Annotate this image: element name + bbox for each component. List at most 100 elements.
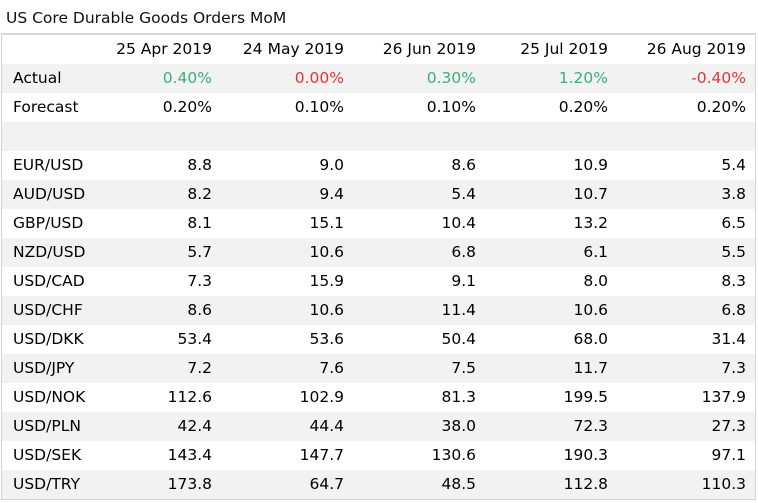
- forecast-value: 0.20%: [486, 92, 618, 122]
- table-title: US Core Durable Goods Orders MoM: [6, 9, 287, 27]
- pair-label: AUD/USD: [2, 179, 94, 209]
- pair-value: 190.3: [486, 440, 618, 470]
- table-row: USD/SEK 143.4 147.7 130.6 190.3 97.1: [2, 440, 756, 470]
- pair-value: 147.7: [222, 440, 354, 470]
- pair-value: 8.3: [618, 266, 756, 296]
- pair-value: 6.1: [486, 237, 618, 267]
- pair-value: 64.7: [222, 469, 354, 499]
- actual-row: Actual 0.40% 0.00% 0.30% 1.20% -0.40%: [2, 63, 756, 93]
- header-row: 25 Apr 2019 24 May 2019 26 Jun 2019 25 J…: [2, 34, 756, 64]
- table-row: USD/TRY 173.8 64.7 48.5 112.8 110.3: [2, 469, 756, 499]
- pair-value: 10.7: [486, 179, 618, 209]
- actual-value: 0.30%: [354, 63, 486, 93]
- forecast-row: Forecast 0.20% 0.10% 0.10% 0.20% 0.20%: [2, 92, 756, 122]
- pair-value: 199.5: [486, 382, 618, 412]
- pair-value: 50.4: [354, 324, 486, 354]
- pair-value: 3.8: [618, 179, 756, 209]
- pair-value: 8.2: [94, 179, 222, 209]
- pair-value: 5.4: [354, 179, 486, 209]
- spacer-row: [2, 121, 756, 151]
- pair-value: 110.3: [618, 469, 756, 499]
- pair-value: 173.8: [94, 469, 222, 499]
- column-header: 24 May 2019: [222, 34, 354, 64]
- pair-value: 11.7: [486, 353, 618, 383]
- pair-value: 10.6: [222, 295, 354, 325]
- pair-label: NZD/USD: [2, 237, 94, 267]
- pair-value: 68.0: [486, 324, 618, 354]
- pair-value: 9.0: [222, 150, 354, 180]
- pair-value: 48.5: [354, 469, 486, 499]
- pair-value: 9.1: [354, 266, 486, 296]
- pair-value: 8.1: [94, 208, 222, 238]
- pair-value: 10.6: [222, 237, 354, 267]
- pair-value: 6.8: [618, 295, 756, 325]
- column-header: 26 Jun 2019: [354, 34, 486, 64]
- pair-value: 10.9: [486, 150, 618, 180]
- pair-value: 7.3: [94, 266, 222, 296]
- forecast-value: 0.20%: [94, 92, 222, 122]
- table-row: USD/NOK 112.6 102.9 81.3 199.5 137.9: [2, 382, 756, 412]
- pair-value: 130.6: [354, 440, 486, 470]
- pair-value: 44.4: [222, 411, 354, 441]
- pair-value: 38.0: [354, 411, 486, 441]
- pair-label: USD/JPY: [2, 353, 94, 383]
- actual-value: 0.00%: [222, 63, 354, 93]
- actual-value: -0.40%: [618, 63, 756, 93]
- pair-value: 8.8: [94, 150, 222, 180]
- pair-value: 13.2: [486, 208, 618, 238]
- pair-value: 5.5: [618, 237, 756, 267]
- pair-label: USD/CHF: [2, 295, 94, 325]
- table-row: EUR/USD 8.8 9.0 8.6 10.9 5.4: [2, 150, 756, 180]
- table-row: USD/CAD 7.3 15.9 9.1 8.0 8.3: [2, 266, 756, 296]
- pair-label: USD/DKK: [2, 324, 94, 354]
- row-label: Forecast: [2, 92, 94, 122]
- pair-label: USD/NOK: [2, 382, 94, 412]
- pair-value: 31.4: [618, 324, 756, 354]
- pair-value: 72.3: [486, 411, 618, 441]
- pair-label: USD/TRY: [2, 469, 94, 499]
- pair-value: 10.6: [486, 295, 618, 325]
- pair-value: 97.1: [618, 440, 756, 470]
- pair-value: 81.3: [354, 382, 486, 412]
- forecast-value: 0.10%: [222, 92, 354, 122]
- actual-value: 1.20%: [486, 63, 618, 93]
- pair-value: 7.2: [94, 353, 222, 383]
- pair-value: 6.8: [354, 237, 486, 267]
- pair-value: 112.8: [486, 469, 618, 499]
- column-header: 25 Apr 2019: [94, 34, 222, 64]
- pair-value: 7.6: [222, 353, 354, 383]
- pair-value: 112.6: [94, 382, 222, 412]
- pair-value: 137.9: [618, 382, 756, 412]
- pair-label: USD/CAD: [2, 266, 94, 296]
- pair-value: 143.4: [94, 440, 222, 470]
- table-row: USD/DKK 53.4 53.6 50.4 68.0 31.4: [2, 324, 756, 354]
- pair-value: 53.4: [94, 324, 222, 354]
- pair-value: 53.6: [222, 324, 354, 354]
- pair-value: 42.4: [94, 411, 222, 441]
- pair-label: USD/PLN: [2, 411, 94, 441]
- pair-label: USD/SEK: [2, 440, 94, 470]
- pair-value: 27.3: [618, 411, 756, 441]
- pair-value: 11.4: [354, 295, 486, 325]
- pair-label: GBP/USD: [2, 208, 94, 238]
- table-row: USD/CHF 8.6 10.6 11.4 10.6 6.8: [2, 295, 756, 325]
- forecast-value: 0.20%: [618, 92, 756, 122]
- table-row: NZD/USD 5.7 10.6 6.8 6.1 5.5: [2, 237, 756, 267]
- pair-value: 7.5: [354, 353, 486, 383]
- pair-value: 8.6: [94, 295, 222, 325]
- pair-value: 102.9: [222, 382, 354, 412]
- column-header: 25 Jul 2019: [486, 34, 618, 64]
- table-row: GBP/USD 8.1 15.1 10.4 13.2 6.5: [2, 208, 756, 238]
- pair-value: 5.7: [94, 237, 222, 267]
- table-row: USD/PLN 42.4 44.4 38.0 72.3 27.3: [2, 411, 756, 441]
- column-header: 26 Aug 2019: [618, 34, 756, 64]
- pair-value: 15.9: [222, 266, 354, 296]
- pair-label: EUR/USD: [2, 150, 94, 180]
- pair-value: 15.1: [222, 208, 354, 238]
- pair-value: 8.0: [486, 266, 618, 296]
- pair-value: 6.5: [618, 208, 756, 238]
- corner-cell: [2, 34, 94, 64]
- data-table: 25 Apr 2019 24 May 2019 26 Jun 2019 25 J…: [2, 34, 756, 499]
- forecast-value: 0.10%: [354, 92, 486, 122]
- pair-value: 5.4: [618, 150, 756, 180]
